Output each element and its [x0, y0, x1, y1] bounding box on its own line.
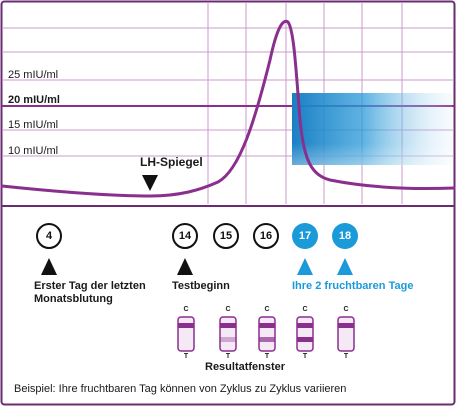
- fertile-days-caption: Ihre 2 fruchtbaren Tage: [292, 280, 414, 292]
- strip-t-label: T: [302, 353, 308, 360]
- footer-note: Beispiel: Ihre fruchtbaren Tag können vo…: [14, 383, 347, 395]
- level-label-25: 25 mIU/ml: [8, 69, 59, 81]
- level-label-10: 10 mIU/ml: [8, 145, 59, 157]
- day-circle-16: 16: [253, 223, 279, 249]
- fertile-pointer-triangle-17: [297, 258, 313, 275]
- first-day-caption-line2: Monatsblutung: [34, 293, 113, 305]
- level-label-15: 15 mIU/ml: [8, 119, 59, 131]
- strip-control-line: [178, 323, 194, 328]
- lh-label: LH-Spiegel: [140, 155, 203, 169]
- fertile-pointer-triangle-18: [337, 258, 353, 275]
- strip-test-line: [297, 337, 313, 342]
- first-day-caption: Erster Tag der letzten Monatsblutung: [34, 280, 146, 306]
- result-window-caption: Resultatfenster: [205, 361, 286, 373]
- strip-c-label: C: [264, 306, 270, 313]
- fertile-window-gradient: [292, 93, 452, 165]
- test-start-pointer-triangle: [177, 258, 193, 275]
- strip-control-line: [259, 323, 275, 328]
- strip-c-label: C: [183, 306, 189, 313]
- day-circle-18: 18: [332, 223, 358, 249]
- strip-test-line: [259, 337, 275, 342]
- strip-control-line: [297, 323, 313, 328]
- strip-c-label: C: [225, 306, 231, 313]
- day-circle-15: 15: [213, 223, 239, 249]
- test-strip: [258, 316, 276, 352]
- lh-curve: [0, 19, 456, 198]
- first-day-caption-line1: Erster Tag der letzten: [34, 280, 146, 292]
- test-strip: [337, 316, 355, 352]
- test-strip: [296, 316, 314, 352]
- strip-t-label: T: [183, 353, 189, 360]
- strip-control-line: [220, 323, 236, 328]
- strip-control-line: [338, 323, 354, 328]
- day-circle-17: 17: [292, 223, 318, 249]
- test-strip: [177, 316, 195, 352]
- strip-t-label: T: [264, 353, 270, 360]
- strip-t-label: T: [343, 353, 349, 360]
- test-strip: [219, 316, 237, 352]
- lh-marker-triangle: [142, 175, 158, 191]
- first-day-pointer-triangle: [41, 258, 57, 275]
- test-start-caption: Testbeginn: [172, 280, 230, 292]
- strip-test-line: [220, 337, 236, 342]
- strip-c-label: C: [302, 306, 308, 313]
- level-label-20: 20 mIU/ml: [8, 94, 60, 106]
- strip-t-label: T: [225, 353, 231, 360]
- strip-c-label: C: [343, 306, 349, 313]
- day-circle-4: 4: [36, 223, 62, 249]
- day-circle-14: 14: [172, 223, 198, 249]
